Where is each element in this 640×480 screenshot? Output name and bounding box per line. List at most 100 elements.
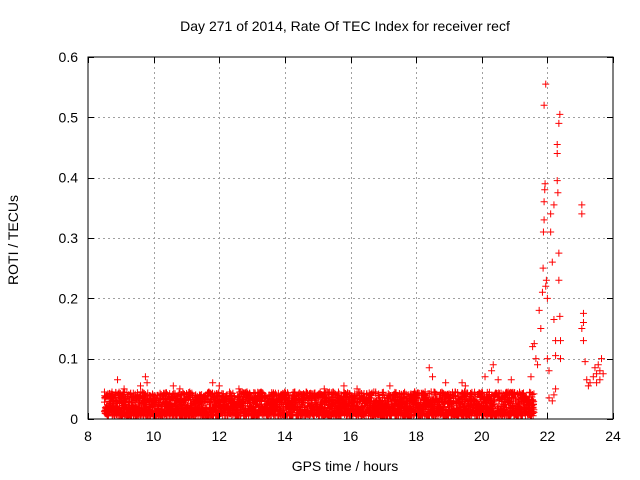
axis-ticks: 8 10 12 14 16 18 20 22 24 0 0.1 0.2 0.3 0.4 0.5 0.6 (59, 49, 621, 444)
data-point (494, 376, 502, 384)
data-point (235, 385, 243, 393)
data-point (591, 364, 599, 372)
data-points (100, 80, 607, 420)
data-point (543, 294, 551, 302)
data-point (285, 391, 293, 399)
chart-title: Day 271 of 2014, Rate Of TEC Index for r… (180, 18, 510, 34)
data-point (550, 201, 558, 209)
data-point (534, 361, 542, 369)
data-point (541, 186, 549, 194)
data-point (542, 80, 550, 88)
data-point (137, 382, 144, 390)
data-point (557, 355, 564, 363)
data-point (198, 400, 206, 408)
data-point (557, 337, 564, 345)
data-point (320, 385, 328, 393)
data-point (169, 382, 177, 390)
data-point (542, 282, 550, 290)
data-point (539, 228, 547, 236)
data-point (532, 355, 540, 363)
data-point (547, 210, 555, 218)
data-point (540, 101, 548, 109)
data-point (543, 355, 551, 363)
data-point (554, 189, 562, 197)
data-point (596, 376, 604, 384)
data-point (215, 388, 223, 396)
x-tick-label: 12 (211, 428, 227, 444)
x-axis-label: GPS time / hours (292, 458, 399, 474)
data-point (599, 370, 607, 378)
data-point (530, 390, 538, 398)
data-point (548, 258, 556, 266)
x-tick-label: 14 (277, 428, 293, 444)
x-tick-label: 18 (408, 428, 424, 444)
y-tick-label: 0 (70, 411, 78, 427)
data-point (593, 379, 601, 387)
data-point (489, 361, 497, 369)
data-point (215, 382, 223, 390)
x-tick-label: 22 (540, 428, 556, 444)
data-point (385, 397, 393, 405)
data-point (530, 340, 538, 348)
x-tick-label: 16 (343, 428, 359, 444)
grid-lines (88, 57, 613, 419)
data-point (540, 198, 548, 206)
data-point (553, 150, 561, 158)
data-point (414, 395, 422, 403)
data-point (537, 325, 545, 332)
data-point (353, 385, 361, 393)
x-tick-label: 24 (605, 428, 621, 444)
y-tick-label: 0.1 (59, 351, 79, 367)
data-point (553, 140, 561, 148)
data-point (553, 177, 561, 185)
x-tick-label: 10 (146, 428, 162, 444)
data-point (246, 390, 254, 398)
data-point (555, 119, 563, 127)
data-point (581, 358, 589, 366)
y-axis-label: ROTI / TECUs (5, 195, 21, 285)
data-point (473, 396, 481, 404)
data-point (552, 385, 560, 393)
data-point (583, 376, 591, 384)
y-tick-label: 0.4 (59, 170, 79, 186)
data-point (545, 367, 553, 375)
data-point (555, 249, 563, 257)
y-tick-label: 0.2 (59, 290, 79, 306)
data-point (429, 373, 437, 381)
data-point (529, 396, 537, 404)
data-point (489, 400, 497, 408)
data-point (461, 382, 469, 390)
data-point (421, 388, 429, 396)
data-point (529, 343, 537, 351)
data-point (593, 370, 601, 378)
data-point (392, 389, 400, 397)
data-point (542, 276, 550, 284)
y-tick-label: 0.6 (59, 49, 79, 65)
data-point (548, 397, 556, 405)
data-point (578, 325, 586, 332)
y-tick-label: 0.3 (59, 230, 79, 246)
data-point (143, 379, 151, 387)
data-point (547, 228, 555, 236)
data-point (550, 391, 558, 399)
data-point (579, 337, 587, 345)
data-point (179, 389, 187, 397)
data-point (555, 276, 563, 284)
data-point (425, 364, 433, 372)
data-point (539, 264, 547, 272)
data-point (356, 388, 364, 396)
y-tick-label: 0.5 (59, 109, 79, 125)
data-point (308, 407, 316, 415)
data-point (226, 388, 234, 396)
data-point (530, 408, 538, 416)
data-point (527, 389, 535, 397)
data-point (556, 110, 564, 118)
data-point (114, 376, 122, 384)
data-point (596, 367, 604, 375)
data-point (252, 402, 260, 410)
data-point (538, 288, 546, 296)
data-point (584, 382, 592, 390)
data-point (386, 382, 394, 390)
x-tick-label: 8 (84, 428, 92, 444)
